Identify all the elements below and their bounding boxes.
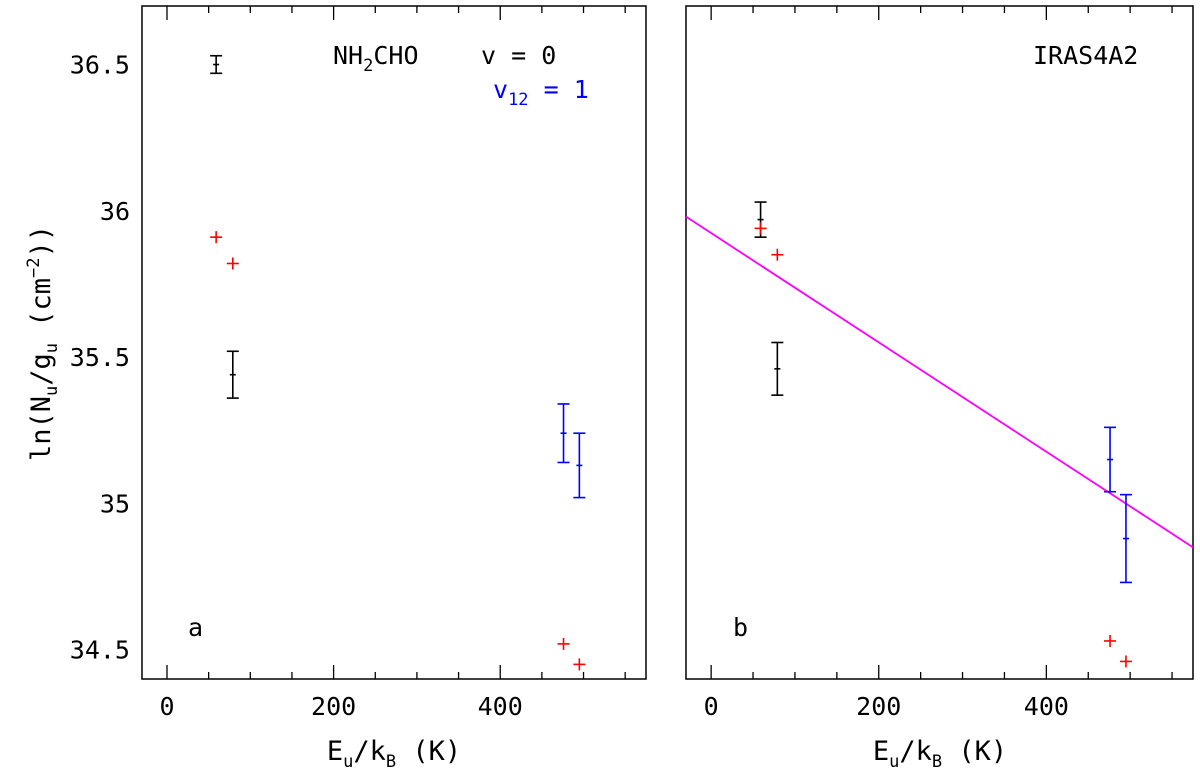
model-plus-marker [1119,655,1132,668]
model-plus-marker [573,658,586,671]
errorbar-point [573,432,586,499]
panel-a: 0 200 400 34.5 35 35.5 36 36.5 NH2CHO v = 0 v1… [24,5,647,772]
x-tick-label: 200 [856,692,901,721]
panel-a-frame [141,5,647,680]
x-tick-label: 0 [159,692,174,721]
panel-b-ticks [710,6,1173,679]
fit-line [685,215,1194,549]
panel-a-y-tick-labels: 34.5 35 35.5 36 36.5 [70,51,130,665]
panel-b-data-marks [754,201,1132,668]
model-plus-marker [557,637,570,650]
x-tick-label: 400 [1024,692,1069,721]
panel-a-data-marks [210,54,586,671]
model-plus-marker [210,231,223,244]
model-plus-marker [754,222,767,235]
x-tick-label: 0 [704,692,719,721]
panel-a-x-axis-label: Eu/kB (K) [327,736,461,772]
errorbar-point [557,403,570,464]
panel-a-label: a [188,613,203,642]
panel-b-x-axis-label: Eu/kB (K) [873,736,1007,772]
source-label: IRAS4A2 [1033,41,1138,70]
panel-a-x-tick-labels: 0 200 400 [159,692,522,721]
model-plus-marker [771,248,784,261]
x-tick-label: 200 [311,692,356,721]
state-label-v0: v = 0 [481,41,556,70]
model-plus-marker [226,257,239,270]
y-tick-label: 36 [100,197,130,226]
panel-b-frame [685,5,1194,680]
errorbar-point [226,350,239,399]
errorbar-point [771,341,784,396]
y-tick-label: 35.5 [70,343,130,372]
errorbar-point [1119,493,1132,584]
y-axis-label: ln(Nu/gu (cm−2)) [24,225,62,461]
model-plus-marker [1104,634,1117,647]
y-tick-label: 34.5 [70,636,130,665]
y-tick-label: 35 [100,489,130,518]
molecule-label: NH2CHO [333,41,419,76]
errorbar-point [1104,426,1117,493]
panel-b: 0 200 400 IRAS4A2 b Eu/kB (K) [685,5,1194,772]
panel-b-x-tick-labels: 0 200 400 [704,692,1069,721]
x-tick-label: 400 [478,692,523,721]
panel-b-label: b [733,613,748,642]
state-label-v12: v12 = 1 [493,75,589,110]
y-tick-label: 36.5 [70,51,130,80]
panel-a-ticks [166,6,626,679]
errorbar-point [210,54,223,75]
